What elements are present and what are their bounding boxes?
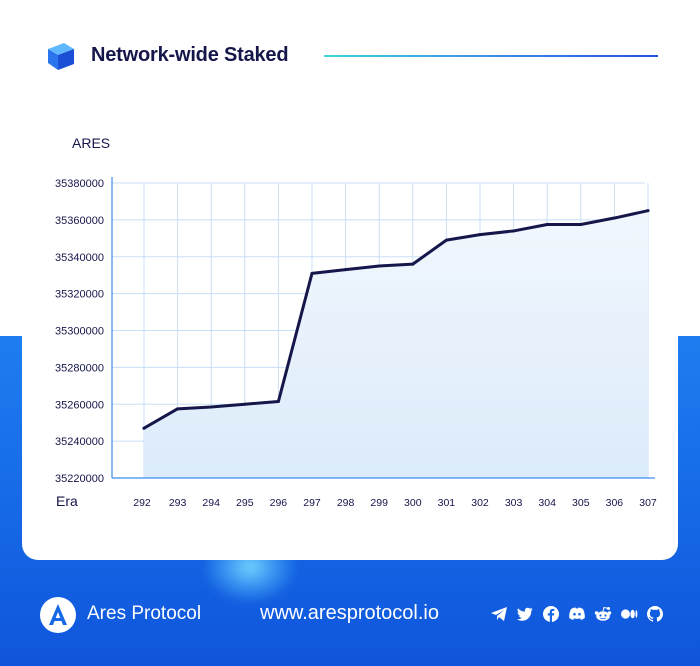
x-tick-label: 307 [639, 497, 657, 509]
y-tick-label: 35220000 [55, 473, 104, 485]
x-tick-label: 297 [303, 497, 321, 509]
title-rule [324, 55, 658, 57]
y-tick-label: 35280000 [55, 362, 104, 374]
data-point [209, 405, 213, 409]
data-point [512, 229, 516, 233]
x-tick-label: 300 [404, 497, 422, 509]
x-tick-label: 295 [236, 497, 254, 509]
website-link[interactable]: www.aresprotocol.io [260, 602, 439, 624]
data-point [377, 264, 381, 268]
y-ticks: 35220000 35240000 35260000 35280000 35300000… [55, 178, 104, 485]
data-point [545, 222, 549, 226]
data-point [444, 238, 448, 242]
x-tick-label: 293 [169, 497, 187, 509]
discord-icon[interactable] [568, 605, 586, 623]
medium-icon[interactable] [620, 605, 638, 623]
cube-icon [48, 43, 74, 70]
twitter-icon[interactable] [516, 605, 534, 623]
x-tick-label: 299 [370, 497, 388, 509]
y-tick-label: 35260000 [55, 399, 104, 411]
header: Network-wide Staked [0, 0, 700, 100]
area-layer [144, 210, 648, 478]
x-axis-label: Era [56, 493, 78, 509]
x-tick-label: 301 [438, 497, 456, 509]
y-tick-label: 35360000 [55, 215, 104, 227]
facebook-icon[interactable] [542, 605, 560, 623]
x-tick-label: 302 [471, 497, 489, 509]
y-tick-label: 35380000 [55, 178, 104, 190]
x-tick-label: 296 [270, 497, 288, 509]
y-tick-label: 35340000 [55, 252, 104, 264]
data-point [276, 399, 280, 403]
brand-name: Ares Protocol [87, 603, 202, 624]
data-point [612, 216, 616, 220]
data-point [646, 209, 650, 213]
x-tick-label: 305 [572, 497, 590, 509]
x-tick-label: 303 [505, 497, 523, 509]
y-tick-label: 35240000 [55, 436, 104, 448]
data-point [176, 407, 180, 411]
x-ticks: 292 293 294 295 296 297 298 299 300 301 302 303 304 3… [133, 497, 657, 509]
x-tick-label: 298 [337, 497, 355, 509]
data-point [344, 268, 348, 272]
github-icon[interactable] [646, 605, 664, 623]
x-tick-label: 306 [606, 497, 624, 509]
data-point [411, 262, 415, 266]
data-point [310, 271, 314, 275]
axes [111, 177, 655, 479]
x-tick-label: 304 [538, 497, 556, 509]
y-tick-label: 35320000 [55, 289, 104, 301]
data-point [478, 233, 482, 237]
series-line [142, 209, 650, 430]
reddit-icon[interactable] [594, 605, 612, 623]
page-title: Network-wide Staked [91, 44, 289, 66]
area-fill [144, 210, 648, 478]
data-point [579, 222, 583, 226]
x-tick-label: 292 [133, 497, 151, 509]
x-tick-label: 294 [202, 497, 220, 509]
y-tick-label: 35300000 [55, 326, 104, 338]
y-axis-label: ARES [72, 135, 110, 151]
telegram-icon[interactable] [490, 605, 508, 623]
series-line-layer [142, 209, 650, 430]
data-point [243, 402, 247, 406]
ares-logo [40, 597, 76, 633]
data-point [142, 426, 146, 430]
